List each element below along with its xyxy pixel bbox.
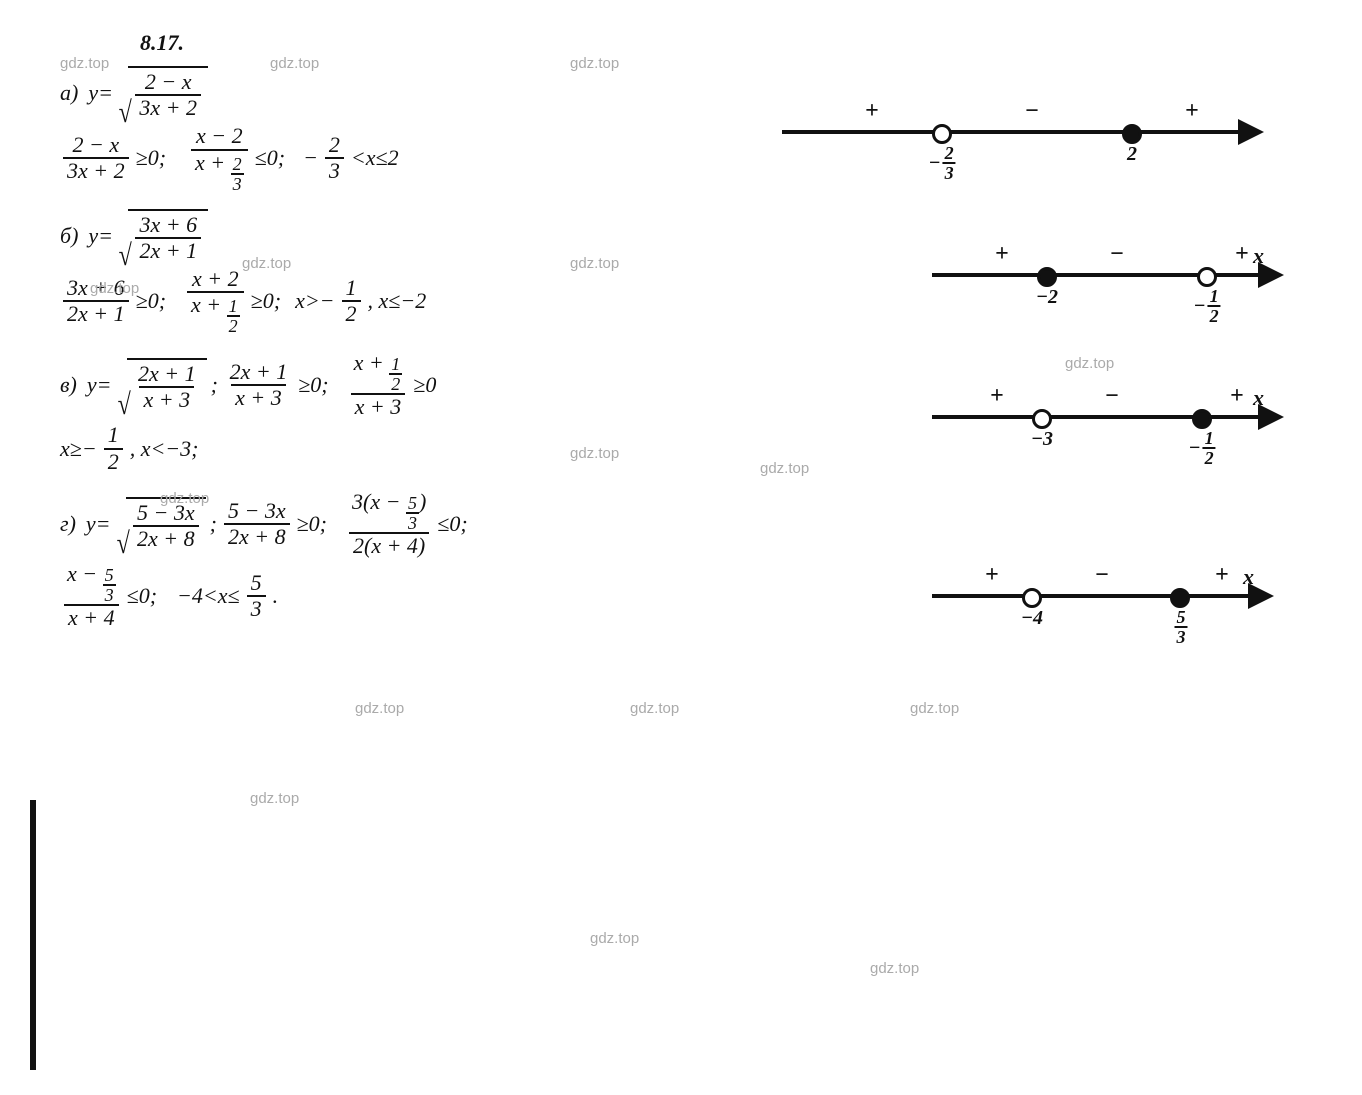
point-label: −3 xyxy=(1031,429,1053,449)
watermark-text: gdz.top xyxy=(760,460,809,477)
watermark-text: gdz.top xyxy=(870,960,919,977)
sign-label: + xyxy=(1235,241,1249,268)
page-left-marker xyxy=(30,800,36,1070)
part-d: г) y= √ 5 − 3x 2x + 8 ; 5 − 3x 2x + 8 ≥0… xyxy=(60,486,1302,646)
problem-number: 8.17. xyxy=(140,30,1302,56)
part-c-label: в) xyxy=(60,372,77,398)
ineq-a2: x − 2 x + 23 xyxy=(191,124,248,192)
watermark-text: gdz.top xyxy=(630,700,679,717)
watermark-text: gdz.top xyxy=(910,700,959,717)
point-label: −2 xyxy=(1036,287,1058,307)
open-point-icon xyxy=(932,124,952,144)
ineq-c1: 2x + 1 x + 3 xyxy=(226,360,292,410)
sign-label: + xyxy=(990,383,1004,410)
watermark-text: gdz.top xyxy=(60,55,109,72)
sol-b-frac: 1 2 xyxy=(342,276,361,326)
part-d-math: г) y= √ 5 − 3x 2x + 8 ; 5 − 3x 2x + 8 ≥0… xyxy=(60,486,782,634)
sqrt-a: √ 2 − x 3x + 2 xyxy=(117,66,208,120)
point-label: 53 xyxy=(1173,608,1188,646)
open-point-icon xyxy=(1022,588,1042,608)
watermark-text: gdz.top xyxy=(355,700,404,717)
watermark-text: gdz.top xyxy=(570,255,619,272)
number-line-axis xyxy=(932,594,1262,598)
closed-point-icon xyxy=(1170,588,1190,608)
sol-a-frac: 2 3 xyxy=(325,133,344,183)
ineq-d2: 3(x − 53) 2(x + 4) xyxy=(348,490,430,558)
watermark-text: gdz.top xyxy=(590,930,639,947)
part-d-label: г) xyxy=(60,511,76,537)
part-a-label: а) xyxy=(60,80,78,106)
part-a-math: а) y= √ 2 − x 3x + 2 2 − x 3x + 2 ≥0; x xyxy=(60,62,782,197)
sign-label: + xyxy=(1230,383,1244,410)
ineq-d1: 5 − 3x 2x + 8 xyxy=(224,499,290,549)
number-line-axis xyxy=(932,273,1272,277)
number-line-c: x + − + −3 −12 xyxy=(932,377,1302,467)
sign-label: + xyxy=(1185,98,1199,125)
sign-label: + xyxy=(995,241,1009,268)
number-line-a: + − + −23 2 xyxy=(782,92,1282,182)
watermark-text: gdz.top xyxy=(250,790,299,807)
watermark-text: gdz.top xyxy=(160,490,209,507)
part-b-diagram: x+−+−2−12 xyxy=(782,205,1302,325)
axis-x-label: x xyxy=(1253,385,1264,411)
watermark-text: gdz.top xyxy=(90,280,139,297)
part-c-diagram: x + − + −3 −12 xyxy=(782,347,1302,467)
sqrt-b: √ 3x + 6 2x + 1 xyxy=(117,209,208,263)
number-line-d: x + − + −4 53 xyxy=(932,556,1292,646)
sign-label: + xyxy=(1215,562,1229,589)
point-label: −4 xyxy=(1021,608,1043,628)
ineq-b2: x + 2 x + 12 xyxy=(187,267,244,335)
open-point-icon xyxy=(1197,267,1217,287)
part-b-label: б) xyxy=(60,223,78,249)
part-c: в) y= √ 2x + 1 x + 3 ; 2x + 1 x + 3 ≥0; xyxy=(60,347,1302,478)
watermark-text: gdz.top xyxy=(570,55,619,72)
sqrt-c: √ 2x + 1 x + 3 xyxy=(116,358,207,412)
sign-label: − xyxy=(1110,241,1124,268)
point-label: 2 xyxy=(1127,144,1137,164)
part-a-diagram: + − + −23 2 xyxy=(782,62,1302,182)
part-b-math: б) y= √ 3x + 6 2x + 1 3x + 6 2x + 1 ≥0; xyxy=(60,205,782,340)
closed-point-icon xyxy=(1037,267,1057,287)
number-line-axis xyxy=(782,130,1252,134)
ineq-a1: 2 − x 3x + 2 xyxy=(63,133,129,183)
number-line-axis xyxy=(932,415,1272,419)
sol-d2: x − 53 x + 4 xyxy=(63,562,120,630)
number-line-b: x+−+−2−12 xyxy=(932,235,1302,325)
open-point-icon xyxy=(1032,409,1052,429)
closed-point-icon xyxy=(1122,124,1142,144)
point-label: −12 xyxy=(1193,287,1220,325)
part-a: а) y= √ 2 − x 3x + 2 2 − x 3x + 2 ≥0; x xyxy=(60,62,1302,197)
ineq-c2: x + 12 x + 3 xyxy=(350,351,407,419)
point-label: −12 xyxy=(1188,429,1215,467)
sign-label: + xyxy=(985,562,999,589)
y-equals: y= xyxy=(88,80,113,106)
axis-x-label: x xyxy=(1253,243,1264,269)
point-label: −23 xyxy=(928,144,955,182)
part-c-math: в) y= √ 2x + 1 x + 3 ; 2x + 1 x + 3 ≥0; xyxy=(60,347,782,478)
sign-label: − xyxy=(1095,562,1109,589)
watermark-text: gdz.top xyxy=(570,445,619,462)
arrow-icon xyxy=(1238,119,1264,145)
closed-point-icon xyxy=(1192,409,1212,429)
sign-label: − xyxy=(1105,383,1119,410)
watermark-text: gdz.top xyxy=(1065,355,1114,372)
watermark-text: gdz.top xyxy=(270,55,319,72)
sol-c-frac: 1 2 xyxy=(104,423,123,473)
sign-label: − xyxy=(1025,98,1039,125)
sol-d-final-frac: 5 3 xyxy=(247,571,266,621)
part-d-diagram: x + − + −4 53 xyxy=(782,486,1302,646)
sign-label: + xyxy=(865,98,879,125)
axis-x-label: x xyxy=(1243,564,1254,590)
watermark-text: gdz.top xyxy=(242,255,291,272)
